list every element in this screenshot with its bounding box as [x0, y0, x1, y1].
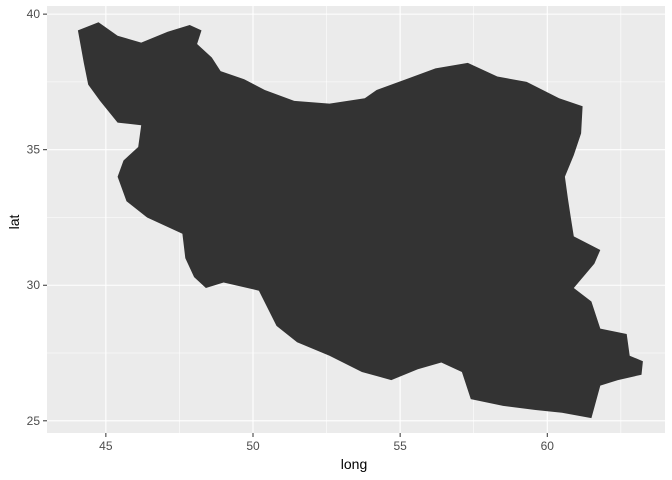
x-tick-label: 50	[246, 439, 260, 453]
x-tick-label: 55	[393, 439, 407, 453]
x-axis-title: long	[341, 456, 367, 472]
x-tick-label: 60	[541, 439, 555, 453]
y-axis-title: lat	[6, 215, 22, 230]
y-tick-label: 25	[27, 414, 41, 428]
y-tick-label: 30	[27, 278, 41, 292]
x-tick-label: 45	[99, 439, 113, 453]
y-tick-label: 35	[27, 143, 41, 157]
y-tick-label: 40	[27, 7, 41, 21]
y-axis-ticks: 25 30 35 40	[27, 7, 47, 428]
x-axis-ticks: 45 50 55 60	[99, 433, 554, 453]
country-region	[77, 22, 643, 419]
